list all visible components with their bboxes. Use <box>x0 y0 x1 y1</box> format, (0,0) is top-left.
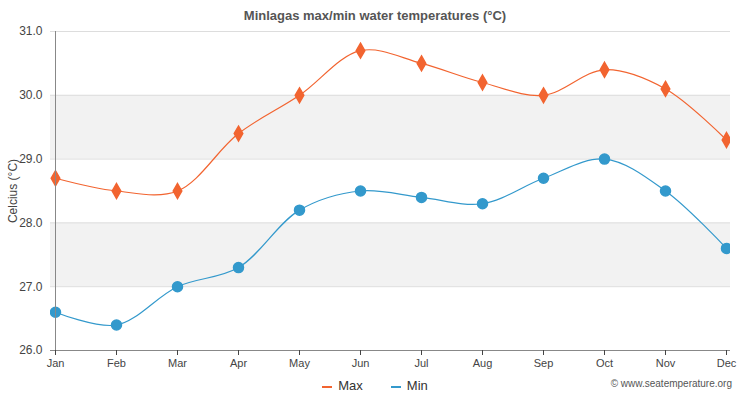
html-text:Max: Max <box>338 378 363 393</box>
svg-text:Dec: Dec <box>717 357 737 369</box>
svg-text:30.0: 30.0 <box>19 88 43 102</box>
svg-text:Mar: Mar <box>168 357 187 369</box>
svg-text:27.0: 27.0 <box>19 280 43 294</box>
svg-text:May: May <box>289 357 310 369</box>
svg-text:Jun: Jun <box>352 357 370 369</box>
svg-text:Nov: Nov <box>656 357 676 369</box>
html-text:Minlagas max/min water tempera: Minlagas max/min water temperatures (°C) <box>243 8 507 23</box>
svg-text:Celcius (°C): Celcius (°C) <box>6 159 20 223</box>
svg-text:29.0: 29.0 <box>19 152 43 166</box>
svg-text:Jan: Jan <box>47 357 65 369</box>
html-text:Min: Min <box>406 378 428 393</box>
html-text:© www.seatemperature.org: © www.seatemperature.org <box>610 378 732 389</box>
svg-text:Feb: Feb <box>107 357 126 369</box>
svg-text:Sep: Sep <box>534 357 554 369</box>
svg-text:Apr: Apr <box>230 357 247 369</box>
svg-text:Jul: Jul <box>414 357 428 369</box>
svg-text:Aug: Aug <box>473 357 493 369</box>
svg-text:Oct: Oct <box>596 357 613 369</box>
svg-text:28.0: 28.0 <box>19 216 43 230</box>
svg-text:31.0: 31.0 <box>19 24 43 38</box>
svg-text:26.0: 26.0 <box>19 343 43 357</box>
